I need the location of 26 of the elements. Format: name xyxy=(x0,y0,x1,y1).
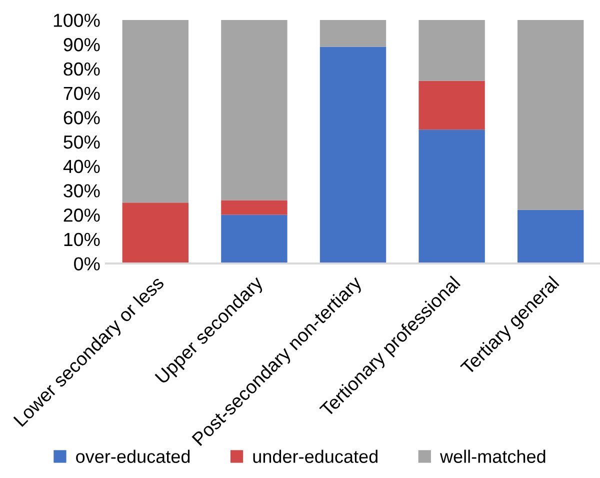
y-tick-label: 30% xyxy=(64,184,100,198)
y-tick-label: 50% xyxy=(64,135,100,149)
y-tick-label: 40% xyxy=(63,160,100,174)
bar xyxy=(221,20,288,200)
bar xyxy=(122,202,188,264)
bar xyxy=(418,130,485,264)
y-tick-label: 90% xyxy=(64,38,100,52)
bar xyxy=(122,20,188,203)
y-tick-label: 70% xyxy=(64,86,100,100)
bar xyxy=(518,210,584,264)
bar xyxy=(518,20,584,210)
bar xyxy=(418,80,485,130)
bar xyxy=(320,46,386,264)
legend-label: under-educated xyxy=(253,450,378,463)
legend-label: well-matched xyxy=(440,450,546,463)
y-tick-label: 10% xyxy=(64,232,100,246)
y-tick-label: 20% xyxy=(64,208,100,222)
bar xyxy=(320,20,386,47)
legend-label: over-educated xyxy=(76,450,190,463)
y-tick-label: 80% xyxy=(64,62,100,76)
y-tick-label: 0% xyxy=(74,257,100,270)
bar xyxy=(418,20,485,81)
bar xyxy=(221,200,288,215)
y-tick-label: 60% xyxy=(64,111,100,124)
y-tick-label: 100% xyxy=(54,14,100,27)
bar xyxy=(221,214,288,264)
